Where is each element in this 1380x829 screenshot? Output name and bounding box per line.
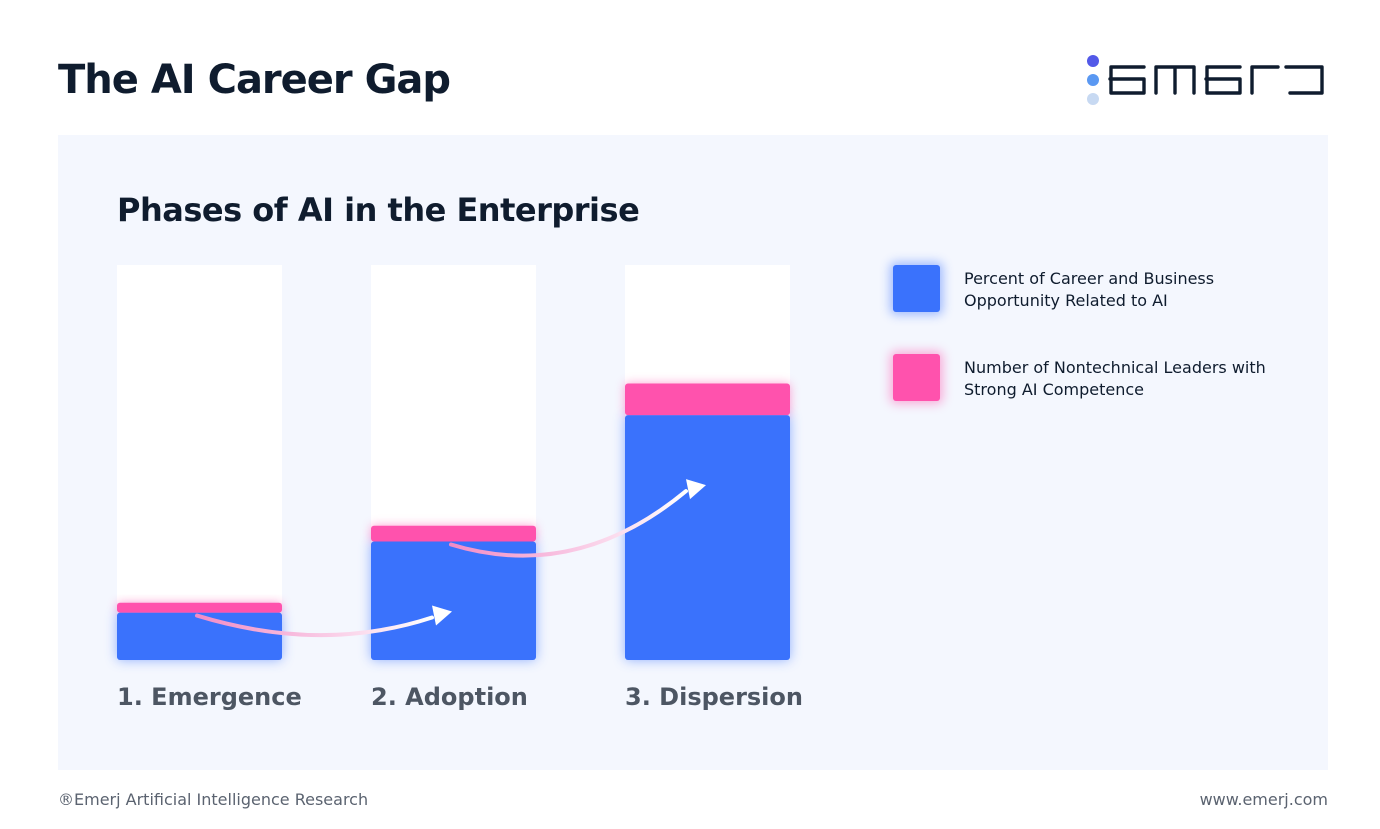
legend-item-opportunity: Percent of Career and Business Opportuni… xyxy=(893,265,1293,312)
footer-website-link[interactable]: www.emerj.com xyxy=(1199,790,1328,809)
logo-dot-bottom xyxy=(1087,93,1099,105)
legend-swatch-pink xyxy=(893,354,940,401)
phase-connector-arrow-0 xyxy=(195,613,434,638)
chart-title: Phases of AI in the Enterprise xyxy=(117,191,640,229)
bar-track-0 xyxy=(117,265,282,660)
logo-dot-middle xyxy=(1087,74,1099,86)
legend-swatch-blue xyxy=(893,265,940,312)
chart-legend: Percent of Career and Business Opportuni… xyxy=(893,265,1293,443)
phase-connector-arrow-1 xyxy=(449,489,688,558)
legend-label-opportunity: Percent of Career and Business Opportuni… xyxy=(964,269,1215,310)
emerj-logo xyxy=(1087,55,1324,105)
footer-copyright: ®Emerj Artificial Intelligence Research xyxy=(58,790,369,809)
bar-opportunity-1 xyxy=(371,541,536,660)
phase-connector-arrowhead-1 xyxy=(686,479,706,500)
category-label-0: 1. Emergence xyxy=(117,683,302,711)
category-label-2: 3. Dispersion xyxy=(625,683,803,711)
legend-label-leaders: Number of Nontechnical Leaders with Stro… xyxy=(964,358,1266,399)
legend-item-leaders: Number of Nontechnical Leaders with Stro… xyxy=(893,354,1293,401)
bar-opportunity-0 xyxy=(117,612,282,660)
bar-opportunity-2 xyxy=(625,415,790,660)
category-label-1: 2. Adoption xyxy=(371,683,528,711)
bar-leaders-2 xyxy=(625,383,790,416)
phase-connector-arrowhead-0 xyxy=(432,605,452,626)
bar-leaders-0 xyxy=(117,602,282,613)
logo-dot-top xyxy=(1087,55,1099,67)
bar-leaders-1 xyxy=(371,525,536,542)
page-title: The AI Career Gap xyxy=(58,57,451,103)
